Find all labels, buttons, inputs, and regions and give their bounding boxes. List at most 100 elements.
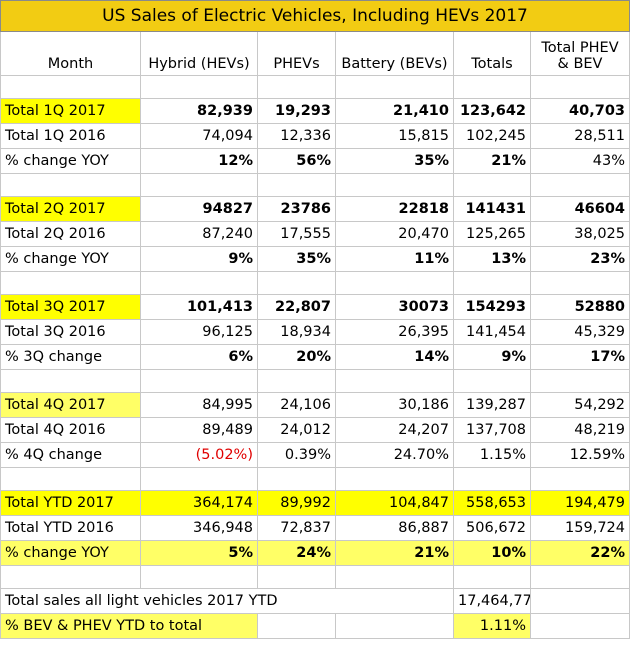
row-label[interactable]: Total 4Q 2017 [0, 392, 141, 418]
table-cell[interactable]: 364,174 [140, 490, 258, 516]
table-cell[interactable]: 22% [529, 540, 631, 566]
table-cell[interactable]: 30,186 [335, 392, 454, 418]
empty-cell[interactable] [335, 75, 454, 99]
empty-cell[interactable] [140, 565, 258, 589]
table-cell[interactable]: 141,454 [453, 319, 531, 345]
row-label[interactable]: Total YTD 2017 [0, 490, 141, 516]
row-label[interactable]: Total 3Q 2016 [0, 319, 141, 345]
footer-pct-value[interactable]: 1.11% [453, 613, 531, 639]
table-cell[interactable]: 35% [257, 246, 336, 272]
empty-cell[interactable] [453, 173, 531, 197]
table-cell[interactable]: 23786 [257, 196, 336, 222]
table-cell[interactable]: 87,240 [140, 221, 258, 247]
empty-cell[interactable] [529, 588, 631, 614]
table-cell[interactable]: 96,125 [140, 319, 258, 345]
empty-cell[interactable] [140, 467, 258, 491]
table-cell[interactable]: 14% [335, 344, 454, 370]
row-label[interactable]: % change YOY [0, 246, 141, 272]
table-cell[interactable]: 13% [453, 246, 531, 272]
table-cell[interactable]: 159,724 [529, 515, 631, 541]
empty-cell[interactable] [257, 75, 336, 99]
empty-cell[interactable] [0, 565, 141, 589]
table-cell[interactable]: 6% [140, 344, 258, 370]
table-cell[interactable]: 54,292 [529, 392, 631, 418]
table-cell[interactable]: 18,934 [257, 319, 336, 345]
table-cell[interactable]: 141431 [453, 196, 531, 222]
table-cell[interactable]: 22818 [335, 196, 454, 222]
table-cell[interactable]: 0.39% [257, 442, 336, 468]
table-cell[interactable]: 558,653 [453, 490, 531, 516]
empty-cell[interactable] [529, 613, 631, 639]
table-cell[interactable]: 9% [453, 344, 531, 370]
table-cell[interactable]: 86,887 [335, 515, 454, 541]
empty-cell[interactable] [335, 467, 454, 491]
empty-cell[interactable] [335, 613, 454, 639]
empty-cell[interactable] [529, 75, 631, 99]
column-header-phevs[interactable]: PHEVs [257, 31, 336, 76]
table-cell[interactable]: 21% [335, 540, 454, 566]
table-cell[interactable]: 89,992 [257, 490, 336, 516]
empty-cell[interactable] [257, 467, 336, 491]
table-cell[interactable]: 154293 [453, 294, 531, 320]
table-cell[interactable]: 346,948 [140, 515, 258, 541]
footer-total-label[interactable]: Total sales all light vehicles 2017 YTD [0, 588, 454, 614]
table-cell[interactable]: 74,094 [140, 123, 258, 149]
table-cell[interactable]: 35% [335, 148, 454, 174]
table-cell[interactable]: 17,555 [257, 221, 336, 247]
row-label[interactable]: Total 2Q 2016 [0, 221, 141, 247]
table-cell[interactable]: 48,219 [529, 417, 631, 443]
table-cell[interactable]: 21% [453, 148, 531, 174]
table-cell[interactable]: 102,245 [453, 123, 531, 149]
empty-cell[interactable] [140, 271, 258, 295]
table-cell[interactable]: 24% [257, 540, 336, 566]
column-header-battery[interactable]: Battery (BEVs) [335, 31, 454, 76]
empty-cell[interactable] [257, 271, 336, 295]
empty-cell[interactable] [335, 173, 454, 197]
table-cell[interactable]: 24,207 [335, 417, 454, 443]
row-label[interactable]: % change YOY [0, 148, 141, 174]
row-label[interactable]: % change YOY [0, 540, 141, 566]
table-cell[interactable]: 72,837 [257, 515, 336, 541]
empty-cell[interactable] [0, 75, 141, 99]
table-cell[interactable]: 26,395 [335, 319, 454, 345]
empty-cell[interactable] [0, 467, 141, 491]
row-label[interactable]: Total 1Q 2017 [0, 98, 141, 124]
table-cell[interactable]: 46604 [529, 196, 631, 222]
table-cell[interactable]: 56% [257, 148, 336, 174]
table-cell[interactable]: 24,012 [257, 417, 336, 443]
empty-cell[interactable] [335, 369, 454, 393]
column-header-totals[interactable]: Totals [453, 31, 531, 76]
table-cell[interactable]: 43% [529, 148, 631, 174]
table-cell[interactable]: 506,672 [453, 515, 531, 541]
table-cell[interactable]: 45,329 [529, 319, 631, 345]
table-cell[interactable]: 24,106 [257, 392, 336, 418]
table-cell[interactable]: 12.59% [529, 442, 631, 468]
table-cell[interactable]: 5% [140, 540, 258, 566]
empty-cell[interactable] [0, 369, 141, 393]
table-cell[interactable]: 21,410 [335, 98, 454, 124]
empty-cell[interactable] [257, 369, 336, 393]
column-header-total-phev-bev[interactable]: Total PHEV & BEV [529, 31, 631, 76]
table-cell[interactable]: 24.70% [335, 442, 454, 468]
table-cell[interactable]: (5.02%) [140, 442, 258, 468]
table-cell[interactable]: 19,293 [257, 98, 336, 124]
table-cell[interactable]: 28,511 [529, 123, 631, 149]
row-label[interactable]: Total 1Q 2016 [0, 123, 141, 149]
table-cell[interactable]: 12% [140, 148, 258, 174]
empty-cell[interactable] [453, 467, 531, 491]
row-label[interactable]: Total 3Q 2017 [0, 294, 141, 320]
footer-pct-label[interactable]: % BEV & PHEV YTD to total [0, 613, 258, 639]
table-cell[interactable]: 194,479 [529, 490, 631, 516]
row-label[interactable]: % 3Q change [0, 344, 141, 370]
table-cell[interactable]: 40,703 [529, 98, 631, 124]
empty-cell[interactable] [140, 173, 258, 197]
table-cell[interactable]: 139,287 [453, 392, 531, 418]
empty-cell[interactable] [257, 613, 336, 639]
table-cell[interactable]: 38,025 [529, 221, 631, 247]
table-cell[interactable]: 94827 [140, 196, 258, 222]
empty-cell[interactable] [529, 271, 631, 295]
table-cell[interactable]: 89,489 [140, 417, 258, 443]
empty-cell[interactable] [0, 173, 141, 197]
empty-cell[interactable] [257, 173, 336, 197]
empty-cell[interactable] [453, 75, 531, 99]
